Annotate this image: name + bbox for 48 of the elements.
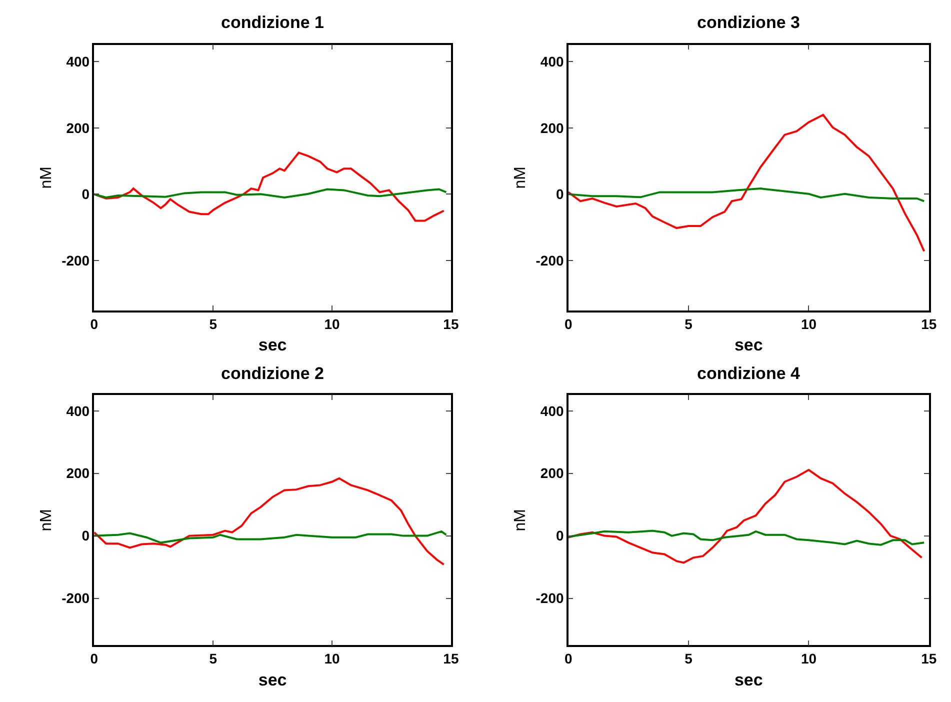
y-tick-label: -200	[536, 590, 564, 606]
x-axis-title: sec	[734, 670, 763, 690]
line-series	[568, 114, 926, 252]
chart-title: condizione 1	[221, 13, 324, 32]
line-series	[94, 188, 448, 199]
y-tick-label: 200	[540, 465, 564, 482]
x-tick-label: 5	[684, 650, 693, 667]
x-tick-label: 15	[921, 650, 937, 667]
line-series	[568, 530, 926, 546]
line-series	[568, 468, 923, 564]
y-axis-title: nM	[38, 509, 55, 532]
y-tick-label: -200	[536, 252, 564, 268]
y-tick-label: 0	[82, 528, 90, 544]
x-tick-label: 15	[443, 316, 459, 332]
y-tick-label: 400	[540, 402, 564, 419]
y-tick-label: 200	[66, 465, 90, 482]
chart-title: condizione 3	[697, 13, 800, 32]
x-tick-label: 15	[443, 650, 459, 667]
y-tick-label: 400	[540, 53, 564, 70]
y-axis-title: nM	[512, 509, 530, 532]
x-tick-label: 10	[324, 316, 340, 332]
y-tick-label: 0	[556, 528, 564, 544]
x-axis-title: sec	[258, 670, 287, 690]
x-tick-label: 10	[800, 316, 817, 332]
x-tick-label: 5	[684, 316, 693, 332]
y-tick-label: 400	[66, 53, 90, 70]
y-tick-label: 200	[540, 120, 564, 136]
y-axis-title: nM	[512, 166, 530, 189]
x-tick-label: 5	[209, 316, 218, 332]
line-series	[94, 152, 445, 222]
chart-title: condizione 2	[221, 364, 324, 383]
y-tick-label: 0	[556, 186, 564, 202]
x-axis-title: sec	[734, 336, 763, 355]
x-tick-label: 5	[209, 650, 218, 667]
y-tick-label: -200	[62, 590, 90, 606]
line-series	[568, 188, 926, 202]
line-series	[94, 477, 445, 566]
x-tick-label: 10	[324, 650, 340, 667]
x-axis-title: sec	[258, 336, 287, 355]
x-tick-label: 15	[921, 316, 937, 332]
y-tick-label: 0	[82, 186, 90, 202]
line-series	[94, 530, 448, 544]
y-axis-title: nM	[38, 166, 55, 189]
y-tick-label: 200	[66, 120, 90, 136]
chart-title: condizione 4	[697, 364, 800, 383]
x-tick-label: 10	[800, 650, 817, 667]
y-tick-label: 400	[66, 402, 90, 419]
y-tick-label: -200	[62, 252, 90, 268]
